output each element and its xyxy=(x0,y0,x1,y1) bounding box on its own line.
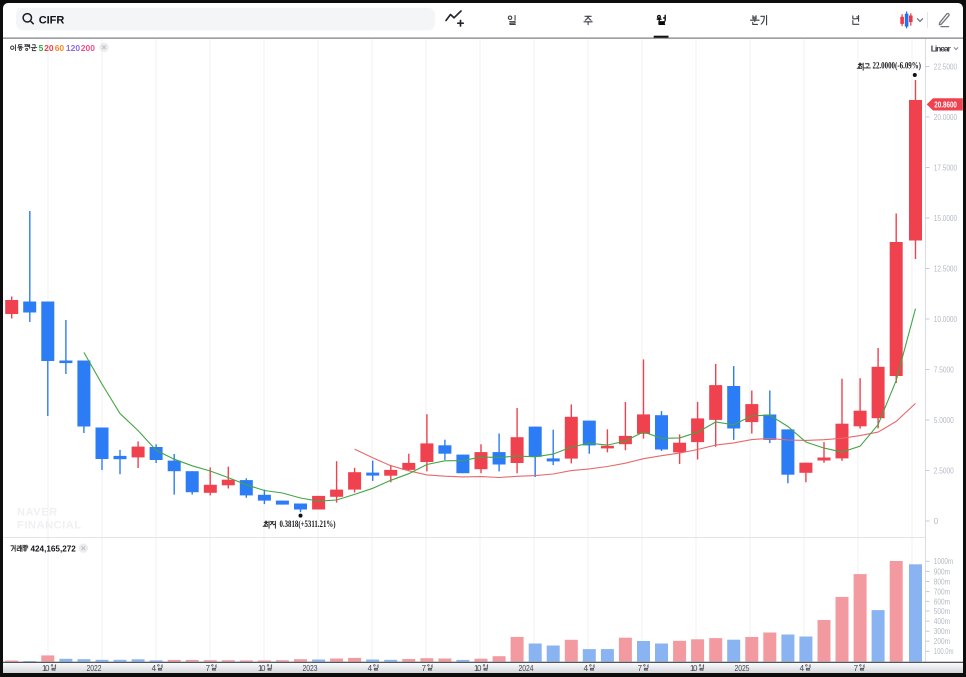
svg-text:4: 4 xyxy=(800,664,805,673)
svg-text:15.0000: 15.0000 xyxy=(934,214,958,223)
svg-text:2025: 2025 xyxy=(735,664,750,673)
svg-text:20.0000: 20.0000 xyxy=(934,113,958,122)
svg-text:900m: 900m xyxy=(934,567,950,576)
svg-text:7: 7 xyxy=(206,664,211,673)
svg-text:Linear: Linear xyxy=(931,44,952,54)
svg-text:10: 10 xyxy=(42,664,50,673)
svg-text:22.5000: 22.5000 xyxy=(934,62,958,71)
svg-text:7: 7 xyxy=(422,664,427,673)
svg-text:4: 4 xyxy=(584,664,589,673)
svg-text:7: 7 xyxy=(638,664,643,673)
svg-text:0.3818(+5311.21%): 0.3818(+5311.21%) xyxy=(280,519,336,529)
svg-text:22.0000(-6.09%): 22.0000(-6.09%) xyxy=(873,61,922,71)
svg-text:2024: 2024 xyxy=(519,664,534,673)
svg-text:10: 10 xyxy=(474,664,482,673)
svg-text:60: 60 xyxy=(55,43,65,53)
svg-text:500m: 500m xyxy=(934,607,950,616)
svg-text:800m: 800m xyxy=(934,577,950,586)
svg-text:10: 10 xyxy=(690,664,698,673)
svg-text:12.5000: 12.5000 xyxy=(934,264,958,273)
svg-text:300m: 300m xyxy=(934,627,950,636)
svg-text:10: 10 xyxy=(258,664,266,673)
svg-text:5: 5 xyxy=(39,43,44,53)
svg-text:FINANCIAL: FINANCIAL xyxy=(17,520,82,532)
svg-text:2022: 2022 xyxy=(87,664,102,673)
svg-text:20.8600: 20.8600 xyxy=(934,100,957,110)
svg-text:700m: 700m xyxy=(934,588,950,597)
svg-text:600m: 600m xyxy=(934,597,950,606)
svg-text:4: 4 xyxy=(152,664,157,673)
svg-text:100.0m: 100.0m xyxy=(934,647,954,656)
svg-text:7: 7 xyxy=(854,664,859,673)
svg-text:0: 0 xyxy=(934,517,939,526)
svg-text:1000m: 1000m xyxy=(934,557,954,566)
svg-text:CIFR: CIFR xyxy=(39,14,65,26)
svg-text:5.0000: 5.0000 xyxy=(934,416,954,425)
svg-text:200: 200 xyxy=(81,43,95,53)
svg-text:17.5000: 17.5000 xyxy=(934,163,958,172)
svg-text:NAVER: NAVER xyxy=(17,507,58,519)
svg-text:7.5000: 7.5000 xyxy=(934,365,954,374)
svg-text:20: 20 xyxy=(44,43,54,53)
svg-text:2.5000: 2.5000 xyxy=(934,466,954,475)
svg-text:2023: 2023 xyxy=(303,664,318,673)
svg-text:200m: 200m xyxy=(934,637,950,646)
svg-text:120: 120 xyxy=(66,43,80,53)
svg-text:424,165,272: 424,165,272 xyxy=(31,544,77,554)
svg-text:10.0000: 10.0000 xyxy=(934,315,958,324)
svg-text:400m: 400m xyxy=(934,617,950,626)
svg-text:4: 4 xyxy=(368,664,373,673)
